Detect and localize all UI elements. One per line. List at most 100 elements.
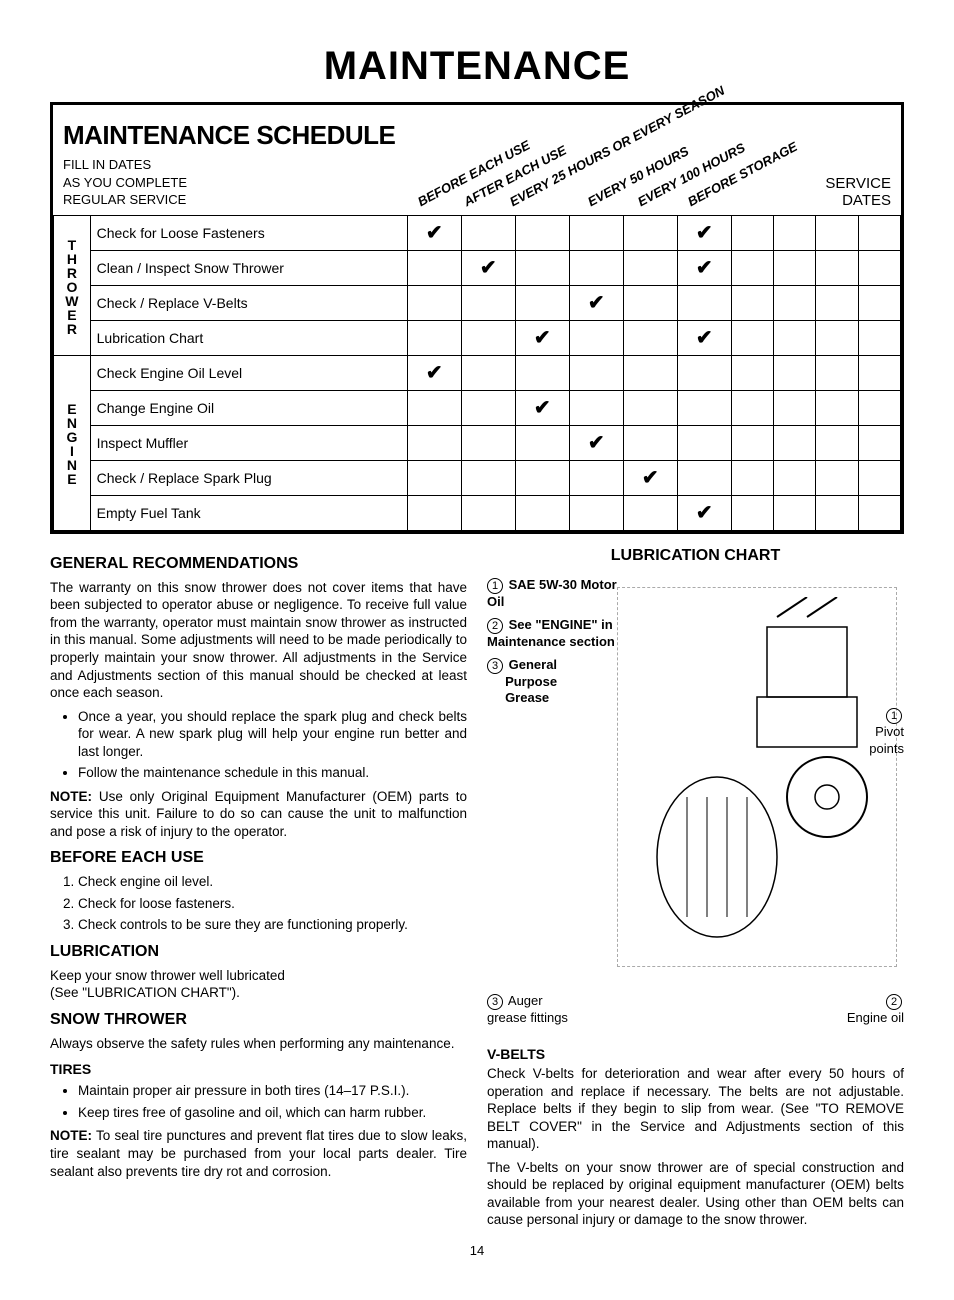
service-date-cell: [774, 426, 816, 461]
check-cell: ✔: [407, 216, 461, 251]
service-date-cell: [816, 391, 858, 426]
check-cell: ✔: [461, 251, 515, 286]
check-cell: [461, 216, 515, 251]
lub-line2: (See "LUBRICATION CHART").: [50, 985, 240, 1000]
check-cell: [569, 391, 623, 426]
check-cell: [515, 216, 569, 251]
left-column: GENERAL RECOMMENDATIONS The warranty on …: [50, 546, 467, 1235]
checkmark-icon: ✔: [588, 292, 605, 314]
check-cell: ✔: [677, 216, 731, 251]
list-before-each-use: Check engine oil level. Check for loose …: [78, 873, 467, 934]
service-date-cell: [816, 286, 858, 321]
schedule-title: MAINTENANCE SCHEDULE: [63, 119, 403, 153]
check-cell: ✔: [677, 496, 731, 531]
bullet-general-1: Once a year, you should replace the spar…: [78, 708, 467, 761]
service-date-cell: [816, 356, 858, 391]
group-label: ENGINE: [54, 356, 91, 531]
service-date-cell: [731, 356, 773, 391]
circle-1-callout-icon: 1: [886, 708, 902, 724]
check-cell: [461, 496, 515, 531]
table-row: Inspect Muffler✔: [54, 426, 901, 461]
auger-l1: Auger: [508, 993, 543, 1008]
paragraph-lubrication: Keep your snow thrower well lubricated (…: [50, 967, 467, 1002]
service-date-cell: [816, 426, 858, 461]
check-cell: [677, 461, 731, 496]
task-cell: Check / Replace V-Belts: [90, 286, 407, 321]
schedule-subtitle-line3: REGULAR SERVICE: [63, 192, 186, 207]
check-cell: [407, 496, 461, 531]
circle-2-callout-icon: 2: [886, 994, 902, 1010]
heading-tires: TIRES: [50, 1060, 467, 1078]
check-cell: [407, 286, 461, 321]
check-cell: [623, 391, 677, 426]
table-row: Lubrication Chart✔✔: [54, 321, 901, 356]
check-cell: [515, 461, 569, 496]
circle-3-callout-icon: 3: [487, 994, 503, 1010]
paragraph-vbelts-2: The V-belts on your snow thrower are of …: [487, 1159, 904, 1229]
service-date-cell: [731, 461, 773, 496]
group-label: THROWER: [54, 216, 91, 356]
service-date-cell: [774, 461, 816, 496]
check-cell: [569, 496, 623, 531]
service-date-cell: [816, 216, 858, 251]
table-row: THROWERCheck for Loose Fasteners✔✔: [54, 216, 901, 251]
check-cell: [569, 251, 623, 286]
checkmark-icon: ✔: [696, 222, 713, 244]
checkmark-icon: ✔: [696, 502, 713, 524]
check-cell: [569, 461, 623, 496]
legend-2-text: See "ENGINE" in Maintenance section: [487, 617, 615, 649]
service-date-cell: [731, 496, 773, 531]
bullets-tires: Maintain proper air pressure in both tir…: [78, 1082, 467, 1121]
check-cell: [461, 321, 515, 356]
snow-thrower-diagram: [617, 587, 897, 967]
table-row: ENGINECheck Engine Oil Level✔: [54, 356, 901, 391]
task-cell: Change Engine Oil: [90, 391, 407, 426]
task-cell: Check for Loose Fasteners: [90, 216, 407, 251]
check-cell: [461, 461, 515, 496]
checkmark-icon: ✔: [426, 222, 443, 244]
service-date-cell: [731, 251, 773, 286]
lubrication-chart: 1 SAE 5W-30 Motor Oil 2 See "ENGINE" in …: [487, 577, 904, 1037]
task-cell: Check Engine Oil Level: [90, 356, 407, 391]
service-date-cell: [731, 286, 773, 321]
service-date-cell: [774, 286, 816, 321]
service-date-cell: [774, 321, 816, 356]
table-row: Check / Replace V-Belts ✔: [54, 286, 901, 321]
check-cell: ✔: [569, 426, 623, 461]
check-cell: [461, 356, 515, 391]
service-date-cell: [858, 391, 900, 426]
service-date-cell: [816, 321, 858, 356]
service-date-cell: [774, 356, 816, 391]
callout-pivot-points: 1 Pivot points: [869, 707, 904, 758]
service-date-cell: [858, 496, 900, 531]
note-general-text: Use only Original Equipment Manufacturer…: [50, 789, 467, 839]
service-dates-l1: SERVICE: [825, 175, 891, 192]
service-date-cell: [858, 426, 900, 461]
legend-item-2: 2 See "ENGINE" in Maintenance section: [487, 617, 627, 651]
pivot-l2: points: [869, 741, 904, 756]
check-cell: [461, 286, 515, 321]
checkmark-icon: ✔: [534, 327, 551, 349]
check-cell: [515, 286, 569, 321]
service-date-cell: [731, 216, 773, 251]
check-cell: [623, 321, 677, 356]
check-cell: [515, 251, 569, 286]
table-row: Clean / Inspect Snow Thrower✔✔: [54, 251, 901, 286]
check-cell: ✔: [515, 321, 569, 356]
check-cell: [623, 286, 677, 321]
check-cell: [515, 426, 569, 461]
checkmark-icon: ✔: [642, 467, 659, 489]
schedule-header: MAINTENANCE SCHEDULE FILL IN DATES AS YO…: [53, 105, 901, 215]
callout-auger: 3 Auger grease fittings: [487, 993, 568, 1027]
checkmark-icon: ✔: [480, 257, 497, 279]
tire-bullet-2: Keep tires free of gasoline and oil, whi…: [78, 1104, 467, 1122]
check-cell: [407, 321, 461, 356]
engine-oil-text: Engine oil: [847, 1010, 904, 1025]
service-date-cell: [774, 216, 816, 251]
service-date-cell: [774, 496, 816, 531]
check-cell: [623, 251, 677, 286]
table-row: Empty Fuel Tank✔: [54, 496, 901, 531]
note-tires-text: To seal tire punctures and prevent flat …: [50, 1128, 467, 1178]
heading-snow-thrower: SNOW THROWER: [50, 1010, 467, 1031]
task-cell: Clean / Inspect Snow Thrower: [90, 251, 407, 286]
